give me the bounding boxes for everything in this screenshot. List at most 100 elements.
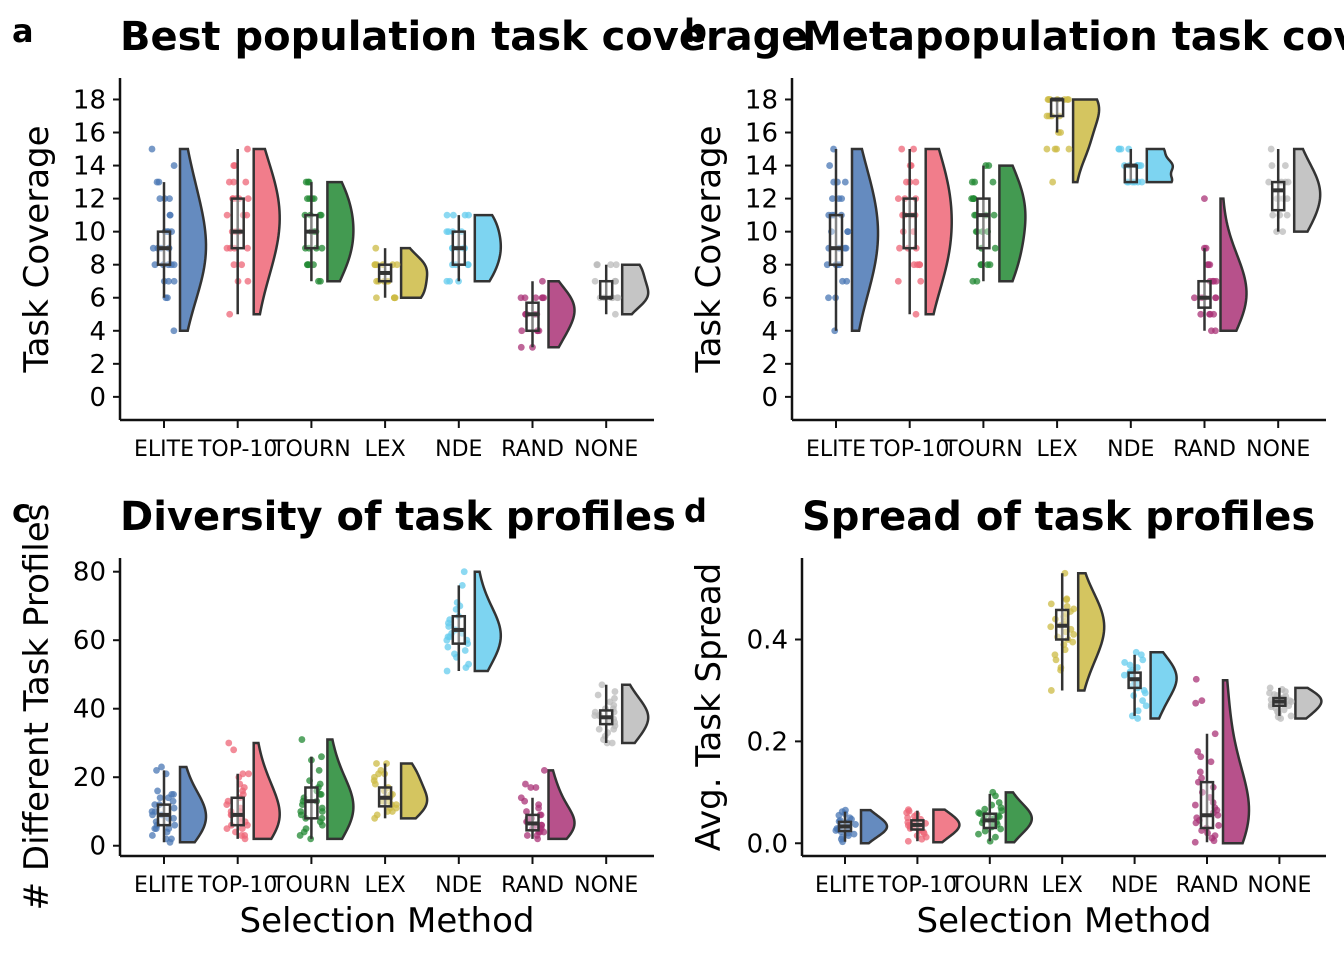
data-point: [317, 277, 324, 285]
data-point: [518, 327, 526, 335]
data-point: [845, 832, 852, 840]
series-tourn: TOURN: [949, 788, 1034, 898]
y-tick-label: 0: [89, 832, 106, 862]
data-point: [244, 821, 251, 829]
violin-half: [399, 762, 429, 820]
data-point: [992, 833, 999, 841]
data-point: [912, 310, 920, 318]
y-tick-label: 14: [745, 152, 778, 182]
data-point: [169, 797, 177, 805]
data-point: [912, 178, 920, 186]
data-point: [1211, 730, 1219, 738]
data-point: [223, 211, 231, 219]
data-point: [462, 664, 470, 672]
x-tick-label: TOP-10: [197, 437, 277, 462]
data-point: [1269, 211, 1277, 219]
data-point: [371, 814, 379, 822]
x-axis-label: Selection Method: [239, 901, 534, 941]
data-point: [829, 195, 836, 203]
data-point: [1214, 811, 1222, 819]
series-lex: LEX: [364, 760, 429, 898]
data-point: [841, 178, 849, 186]
series-lex: LEX: [364, 244, 429, 462]
data-point: [1191, 801, 1199, 809]
data-point: [1212, 277, 1220, 285]
box: [230, 197, 245, 250]
data-point: [611, 310, 619, 318]
data-point: [460, 568, 468, 576]
data-point: [852, 821, 859, 828]
data-point: [151, 261, 159, 269]
series-nde: NDE: [1107, 145, 1175, 462]
x-tick-label: LEX: [1036, 437, 1077, 462]
x-tick-label: NDE: [1107, 437, 1154, 462]
series-tourn: TOURN: [943, 162, 1027, 462]
box: [1270, 180, 1286, 212]
data-point: [910, 145, 918, 153]
data-point: [593, 261, 601, 269]
data-point: [986, 261, 994, 269]
data-point: [304, 178, 312, 186]
data-point: [1132, 648, 1140, 656]
violin-half: [1149, 650, 1178, 720]
data-point: [148, 145, 156, 153]
data-point: [156, 794, 164, 802]
data-point: [318, 821, 326, 829]
series-none: NONE: [1247, 684, 1323, 898]
x-tick-label: ELITE: [134, 437, 194, 462]
series-rand: RAND: [501, 277, 576, 462]
data-point: [1281, 162, 1289, 169]
y-tick-label: 0.0: [747, 829, 788, 859]
x-tick-label: ELITE: [806, 437, 866, 462]
data-point: [315, 766, 323, 774]
data-point: [1206, 794, 1214, 801]
y-tick-label: 0: [761, 383, 778, 413]
x-tick-label: TOURN: [271, 437, 351, 462]
data-point: [1126, 661, 1134, 669]
y-tick-label: 14: [73, 152, 106, 182]
violin-half: [998, 164, 1027, 283]
series-tourn: TOURN: [271, 736, 355, 898]
series-rand: RAND: [1173, 195, 1248, 462]
data-point: [1051, 651, 1059, 659]
data-point: [973, 277, 981, 285]
data-point: [1063, 602, 1071, 610]
violin-half: [1076, 572, 1106, 692]
y-tick-label: 10: [745, 218, 778, 248]
y-tick-label: 6: [89, 284, 106, 314]
data-point: [521, 797, 529, 805]
data-point: [1051, 145, 1059, 153]
y-tick-label: 18: [73, 85, 106, 115]
data-point: [1201, 195, 1208, 203]
data-point: [595, 725, 603, 733]
x-tick-label: TOURN: [271, 873, 351, 898]
data-point: [1069, 638, 1077, 646]
data-point: [1191, 294, 1198, 302]
data-point: [1268, 162, 1276, 169]
data-point: [373, 760, 380, 767]
data-point: [238, 825, 246, 832]
violin-half: [399, 246, 429, 299]
panel-label: a: [12, 12, 34, 50]
data-point: [517, 343, 525, 351]
data-point: [1120, 671, 1128, 679]
x-tick-label: LEX: [1042, 873, 1083, 898]
panel-label: b: [684, 12, 707, 50]
data-point: [1139, 697, 1146, 705]
series-elite: ELITE: [815, 806, 889, 898]
data-point: [445, 623, 453, 630]
x-tick-label: ELITE: [134, 873, 194, 898]
data-point: [971, 178, 979, 186]
data-point: [1065, 145, 1073, 153]
data-point: [443, 636, 451, 644]
data-point: [1215, 822, 1222, 829]
data-point: [535, 804, 542, 812]
series-nde: NDE: [1111, 648, 1178, 898]
data-point: [1117, 145, 1125, 153]
data-point: [612, 261, 620, 269]
data-point: [223, 244, 231, 252]
data-point: [981, 827, 989, 835]
data-point: [230, 261, 238, 269]
data-point: [390, 294, 398, 302]
series-lex: LEX: [1036, 96, 1101, 462]
